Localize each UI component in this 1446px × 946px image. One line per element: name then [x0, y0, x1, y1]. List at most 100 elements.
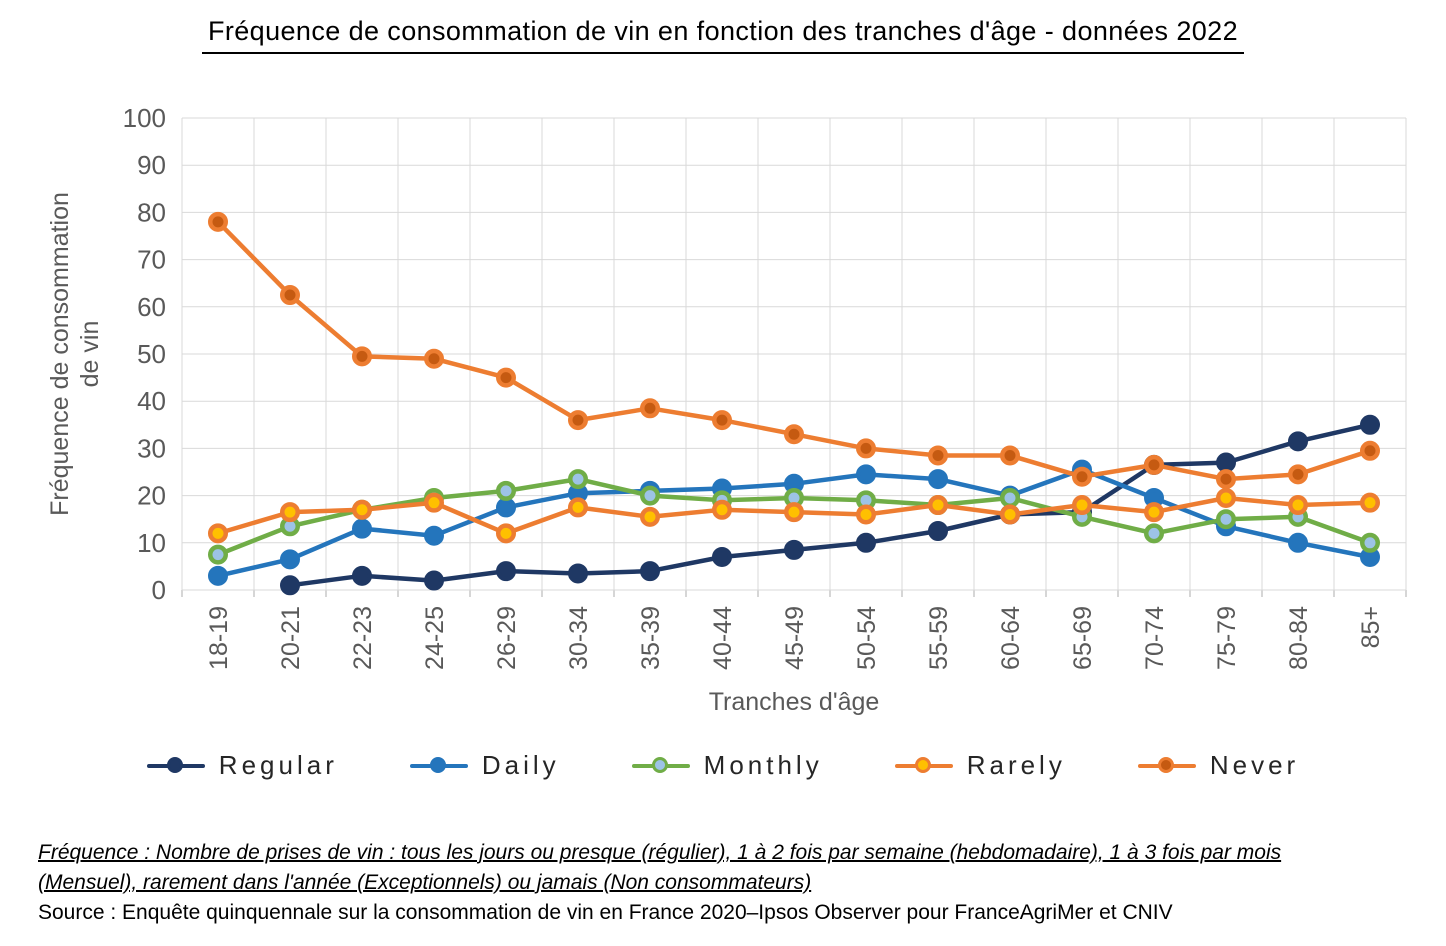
x-axis-title: Tranches d'âge [709, 688, 880, 716]
data-point-marker [208, 211, 228, 232]
source-line: Source : Enquête quinquennale sur la con… [38, 901, 1173, 924]
legend-marker-icon [894, 754, 953, 778]
data-point-marker [568, 469, 588, 490]
y-axis-tick-labels: 0 10 20 30 40 50 60 70 80 90 100 [123, 103, 166, 605]
series-rarely [208, 487, 1380, 544]
data-point-marker [352, 346, 372, 367]
data-point-marker [280, 549, 300, 570]
frequency-definition-line1: Fréquence : Nombre de prises de vin : to… [38, 841, 1282, 864]
y-tick-label: 30 [137, 433, 166, 463]
legend-label: Regular [218, 750, 338, 780]
data-point-marker [496, 497, 516, 518]
legend-label: Monthly [703, 750, 823, 780]
x-tick-label: 24-25 [421, 606, 449, 670]
data-point-marker [1216, 487, 1236, 508]
svg-text:Fréquence de consommation: Fréquence de consommation [46, 192, 74, 516]
data-point-marker [1216, 469, 1236, 490]
y-tick-label: 40 [137, 386, 166, 416]
legend-item-rarely: Rarely [894, 750, 1066, 781]
data-point-marker [1216, 452, 1236, 473]
data-point-marker [280, 502, 300, 523]
data-point-marker [352, 565, 372, 586]
chart-title-text: Fréquence de consommation de vin en fonc… [201, 16, 1244, 54]
data-point-marker [424, 492, 444, 513]
data-point-marker [928, 495, 948, 516]
data-point-marker [1144, 454, 1164, 475]
data-point-marker [1216, 509, 1236, 530]
data-point-marker [496, 523, 516, 544]
legend-label: Daily [481, 750, 560, 780]
data-point-marker [1072, 466, 1092, 487]
y-tick-label: 100 [123, 103, 166, 133]
x-tick-label: 65-69 [1069, 606, 1097, 670]
data-point-marker [424, 525, 444, 546]
data-point-marker [496, 561, 516, 582]
data-point-marker [928, 445, 948, 466]
data-point-marker [856, 438, 876, 459]
data-point-marker [712, 410, 732, 431]
x-tick-label: 26-29 [493, 606, 521, 670]
legend-item-regular: Regular [146, 750, 338, 781]
x-tick-label: 45-49 [781, 606, 809, 670]
chart-legend: Regular Daily Monthly Rarely Never [0, 750, 1446, 781]
chart-footnotes: Fréquence : Nombre de prises de vin : to… [38, 838, 1416, 928]
legend-marker-icon [146, 754, 205, 778]
data-point-marker [1072, 495, 1092, 516]
data-point-marker [280, 575, 300, 596]
y-tick-label: 70 [137, 245, 166, 275]
y-tick-label: 80 [137, 197, 166, 227]
data-point-marker [640, 561, 660, 582]
y-tick-label: 0 [152, 575, 166, 605]
x-tick-label: 20-21 [277, 606, 305, 670]
data-point-marker [1360, 440, 1380, 461]
data-point-marker [208, 523, 228, 544]
series-never [208, 211, 1380, 490]
series-line [287, 422, 1373, 588]
data-point-marker [1144, 502, 1164, 523]
data-point-marker [1288, 431, 1308, 452]
data-point-marker [1360, 532, 1380, 553]
y-tick-label: 60 [137, 292, 166, 322]
data-point-marker [928, 521, 948, 541]
x-tick-label: 40-44 [709, 606, 737, 670]
y-tick-label: 50 [137, 339, 166, 369]
data-point-marker [568, 563, 588, 584]
data-point-marker [352, 499, 372, 520]
x-tick-label: 30-34 [565, 606, 593, 670]
y-tick-label: 20 [137, 481, 166, 511]
data-point-marker [208, 544, 228, 565]
y-tick-label: 90 [137, 150, 166, 180]
data-point-marker [1144, 523, 1164, 544]
legend-label: Rarely [966, 750, 1066, 780]
legend-marker-icon [1137, 754, 1196, 778]
legend-marker-icon [409, 754, 468, 778]
x-tick-label: 80-84 [1285, 606, 1313, 670]
data-point-marker [712, 546, 732, 567]
x-tick-label: 50-54 [853, 606, 881, 670]
data-point-marker [280, 285, 300, 305]
data-point-marker [568, 410, 588, 431]
data-point-marker [1288, 532, 1308, 553]
data-point-marker [1000, 445, 1020, 466]
data-point-marker [1000, 504, 1020, 525]
y-tick-label: 10 [137, 528, 166, 558]
data-point-marker [640, 506, 660, 527]
x-tick-label: 70-74 [1141, 606, 1169, 670]
data-point-marker [208, 565, 228, 586]
legend-item-daily: Daily [409, 750, 560, 781]
x-tick-label: 85+ [1357, 606, 1385, 648]
data-point-marker [1000, 487, 1020, 508]
wine-frequency-line-chart: 0 10 20 30 40 50 60 70 80 90 100 18-19 20-21 22-23 24-… [46, 103, 1407, 716]
data-point-marker [1288, 495, 1308, 516]
data-point-marker [856, 504, 876, 525]
data-point-marker [640, 485, 660, 506]
legend-item-monthly: Monthly [631, 750, 823, 781]
data-point-marker [1360, 492, 1380, 513]
data-point-marker [352, 518, 372, 539]
legend-marker-icon [631, 754, 690, 778]
frequency-definition-line2: (Mensuel), rarement dans l'année (Except… [38, 871, 812, 894]
data-point-marker [568, 497, 588, 518]
data-point-marker [784, 539, 804, 560]
legend-label: Never [1209, 750, 1300, 780]
